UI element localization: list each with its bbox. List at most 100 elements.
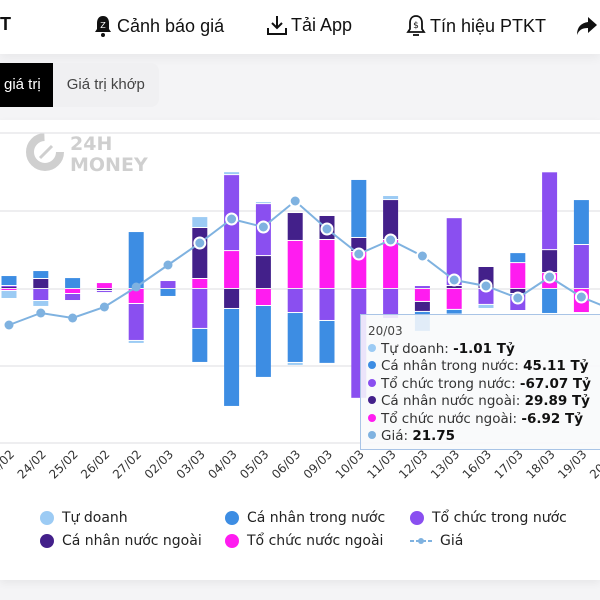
price-point-10-03[interactable]: [352, 247, 366, 261]
bar-ca_nhan_trong_nuoc-25-02[interactable]: [65, 278, 81, 288]
bar-to_chuc_trong_nuoc-18-03[interactable]: [542, 172, 558, 250]
bar-tu_doanh-06-03[interactable]: [287, 362, 303, 365]
price-point-11-03[interactable]: [384, 233, 398, 247]
bar-ca_nhan_trong_nuoc-06-03[interactable]: [287, 313, 303, 362]
bar-tu_doanh-27-02[interactable]: [128, 340, 144, 343]
bar-to_chuc_nuoc_ngoai-12-03[interactable]: [414, 289, 430, 301]
bar-ca_nhan_trong_nuoc-05-03[interactable]: [255, 306, 271, 377]
bar-ca_nhan_trong_nuoc-27-02[interactable]: [128, 232, 144, 288]
series-dot-icon: [368, 431, 376, 439]
bar-ca_nhan_nuoc_ngoai-12-03[interactable]: [414, 301, 430, 311]
bar-to_chuc_nuoc_ngoai-13-03[interactable]: [446, 289, 462, 309]
bar-ca_nhan_nuoc_ngoai-17-03[interactable]: [510, 289, 526, 293]
bar-to_chuc_trong_nuoc-26-02[interactable]: [96, 291, 112, 293]
price-point-17-03[interactable]: [511, 291, 525, 305]
tooltip-row: Giá: 21.75: [368, 428, 600, 446]
price-point-27-02[interactable]: [131, 282, 141, 292]
bar-to_chuc_nuoc_ngoai-25-02[interactable]: [65, 289, 81, 293]
bar-to_chuc_trong_nuoc-03-03[interactable]: [192, 289, 208, 328]
price-point-13-03[interactable]: [447, 273, 461, 287]
bar-tu_doanh-04-03[interactable]: [224, 172, 240, 175]
bar-to_chuc_trong_nuoc-19-03[interactable]: [573, 245, 589, 288]
bar-to_chuc_trong_nuoc-27-02[interactable]: [128, 303, 144, 340]
tab-matched-value[interactable]: Giá trị khớp: [52, 63, 159, 107]
bar-to_chuc_trong_nuoc-12-03[interactable]: [414, 286, 430, 288]
price-point-04-03[interactable]: [225, 212, 239, 226]
bar-ca_nhan_trong_nuoc-18-03[interactable]: [542, 289, 558, 313]
bar-tu_doanh-21-02[interactable]: [1, 291, 17, 298]
bar-ca_nhan_trong_nuoc-13-03[interactable]: [446, 309, 462, 314]
bar-to_chuc_nuoc_ngoai-11-03[interactable]: [383, 240, 399, 288]
bar-ca_nhan_trong_nuoc-24-02[interactable]: [33, 271, 49, 279]
bar-to_chuc_nuoc_ngoai-21-02[interactable]: [1, 289, 17, 291]
bar-ca_nhan_nuoc_ngoai-03-03[interactable]: [192, 228, 208, 279]
bar-ca_nhan_trong_nuoc-09-03[interactable]: [319, 320, 335, 363]
bar-to_chuc_nuoc_ngoai-05-03[interactable]: [255, 289, 271, 306]
bar-to_chuc_nuoc_ngoai-10-03[interactable]: [351, 252, 367, 288]
bar-ca_nhan_nuoc_ngoai-13-03[interactable]: [446, 286, 462, 288]
price-point-12-03[interactable]: [415, 249, 429, 263]
price-point-06-03[interactable]: [288, 194, 302, 208]
price-point-16-03[interactable]: [479, 279, 493, 293]
bar-ca_nhan_nuoc_ngoai-05-03[interactable]: [255, 256, 271, 288]
bar-to_chuc_nuoc_ngoai-06-03[interactable]: [287, 240, 303, 288]
bar-to_chuc_trong_nuoc-09-03[interactable]: [319, 289, 335, 320]
bar-to_chuc_trong_nuoc-24-02[interactable]: [33, 289, 49, 301]
legend-item-gia[interactable]: Giá: [410, 533, 463, 549]
legend-item-ca_nhan_trong_nuoc[interactable]: Cá nhân trong nước: [225, 510, 385, 526]
price-point-21-02[interactable]: [4, 320, 14, 330]
bar-to_chuc_trong_nuoc-16-03[interactable]: [478, 289, 494, 304]
nav-technical-signal[interactable]: $ Tín hiệu PTKT: [405, 14, 546, 38]
bar-tu_doanh-16-03[interactable]: [478, 304, 494, 308]
bar-ca_nhan_nuoc_ngoai-06-03[interactable]: [287, 213, 303, 240]
price-point-09-03[interactable]: [320, 222, 334, 236]
price-point-02-03[interactable]: [163, 260, 173, 270]
nav-download-app[interactable]: Tải App: [266, 14, 352, 36]
bar-tu_doanh-24-02[interactable]: [33, 301, 49, 306]
bar-to_chuc_nuoc_ngoai-04-03[interactable]: [224, 251, 240, 288]
bar-to_chuc_nuoc_ngoai-09-03[interactable]: [319, 240, 335, 288]
bar-ca_nhan_trong_nuoc-03-03[interactable]: [192, 328, 208, 362]
bar-ca_nhan_trong_nuoc-04-03[interactable]: [224, 308, 240, 406]
price-point-24-02[interactable]: [36, 308, 46, 318]
legend-item-to_chuc_trong_nuoc[interactable]: Tổ chức trong nước: [410, 510, 567, 526]
bar-ca_nhan_nuoc_ngoai-18-03[interactable]: [542, 250, 558, 273]
bar-to_chuc_nuoc_ngoai-26-02[interactable]: [96, 283, 112, 288]
nav-price-alert[interactable]: Z Cảnh báo giá: [92, 14, 224, 38]
bar-ca_nhan_nuoc_ngoai-10-03[interactable]: [351, 237, 367, 252]
bar-to_chuc_nuoc_ngoai-17-03[interactable]: [510, 263, 526, 288]
bar-to_chuc_trong_nuoc-13-03[interactable]: [446, 218, 462, 286]
bar-ca_nhan_trong_nuoc-02-03[interactable]: [160, 289, 176, 296]
bar-ca_nhan_nuoc_ngoai-11-03[interactable]: [383, 200, 399, 240]
bar-to_chuc_trong_nuoc-06-03[interactable]: [287, 289, 303, 313]
bar-ca_nhan_nuoc_ngoai-26-02[interactable]: [96, 289, 112, 291]
price-point-03-03[interactable]: [193, 236, 207, 250]
price-point-19-03[interactable]: [574, 290, 588, 304]
price-point-25-02[interactable]: [68, 313, 78, 323]
legend-item-ca_nhan_nuoc_ngoai[interactable]: Cá nhân nước ngoài: [40, 533, 202, 549]
bar-ca_nhan_trong_nuoc-17-03[interactable]: [510, 253, 526, 263]
bar-tu_doanh-05-03[interactable]: [255, 202, 271, 204]
price-point-05-03[interactable]: [256, 220, 270, 234]
legend-item-tu_doanh[interactable]: Tự doanh: [40, 510, 128, 526]
nav-cut-label[interactable]: T: [0, 14, 11, 34]
bar-ca_nhan_trong_nuoc-21-02[interactable]: [1, 276, 17, 286]
price-point-26-02[interactable]: [99, 302, 109, 312]
tab-value[interactable]: giá trị: [0, 63, 53, 107]
bar-to_chuc_trong_nuoc-25-02[interactable]: [65, 293, 81, 301]
bar-ca_nhan_trong_nuoc-19-03[interactable]: [573, 200, 589, 245]
bar-ca_nhan_nuoc_ngoai-04-03[interactable]: [224, 289, 240, 308]
bar-to_chuc_trong_nuoc-02-03[interactable]: [160, 281, 176, 288]
bar-ca_nhan_nuoc_ngoai-21-02[interactable]: [1, 286, 17, 288]
bar-ca_nhan_trong_nuoc-10-03[interactable]: [351, 179, 367, 237]
bar-to_chuc_trong_nuoc-11-03[interactable]: [383, 289, 399, 318]
legend-item-to_chuc_nuoc_ngoai[interactable]: Tổ chức nước ngoài: [225, 533, 383, 549]
bar-tu_doanh-03-03[interactable]: [192, 217, 208, 228]
bar-to_chuc_nuoc_ngoai-27-02[interactable]: [128, 289, 144, 303]
price-point-18-03[interactable]: [543, 270, 557, 284]
share-icon[interactable]: [576, 16, 598, 36]
bar-to_chuc_trong_nuoc-21-02[interactable]: [1, 286, 17, 288]
bar-ca_nhan_nuoc_ngoai-24-02[interactable]: [33, 279, 49, 288]
bar-tu_doanh-11-03[interactable]: [383, 196, 399, 200]
bar-to_chuc_nuoc_ngoai-03-03[interactable]: [192, 279, 208, 288]
